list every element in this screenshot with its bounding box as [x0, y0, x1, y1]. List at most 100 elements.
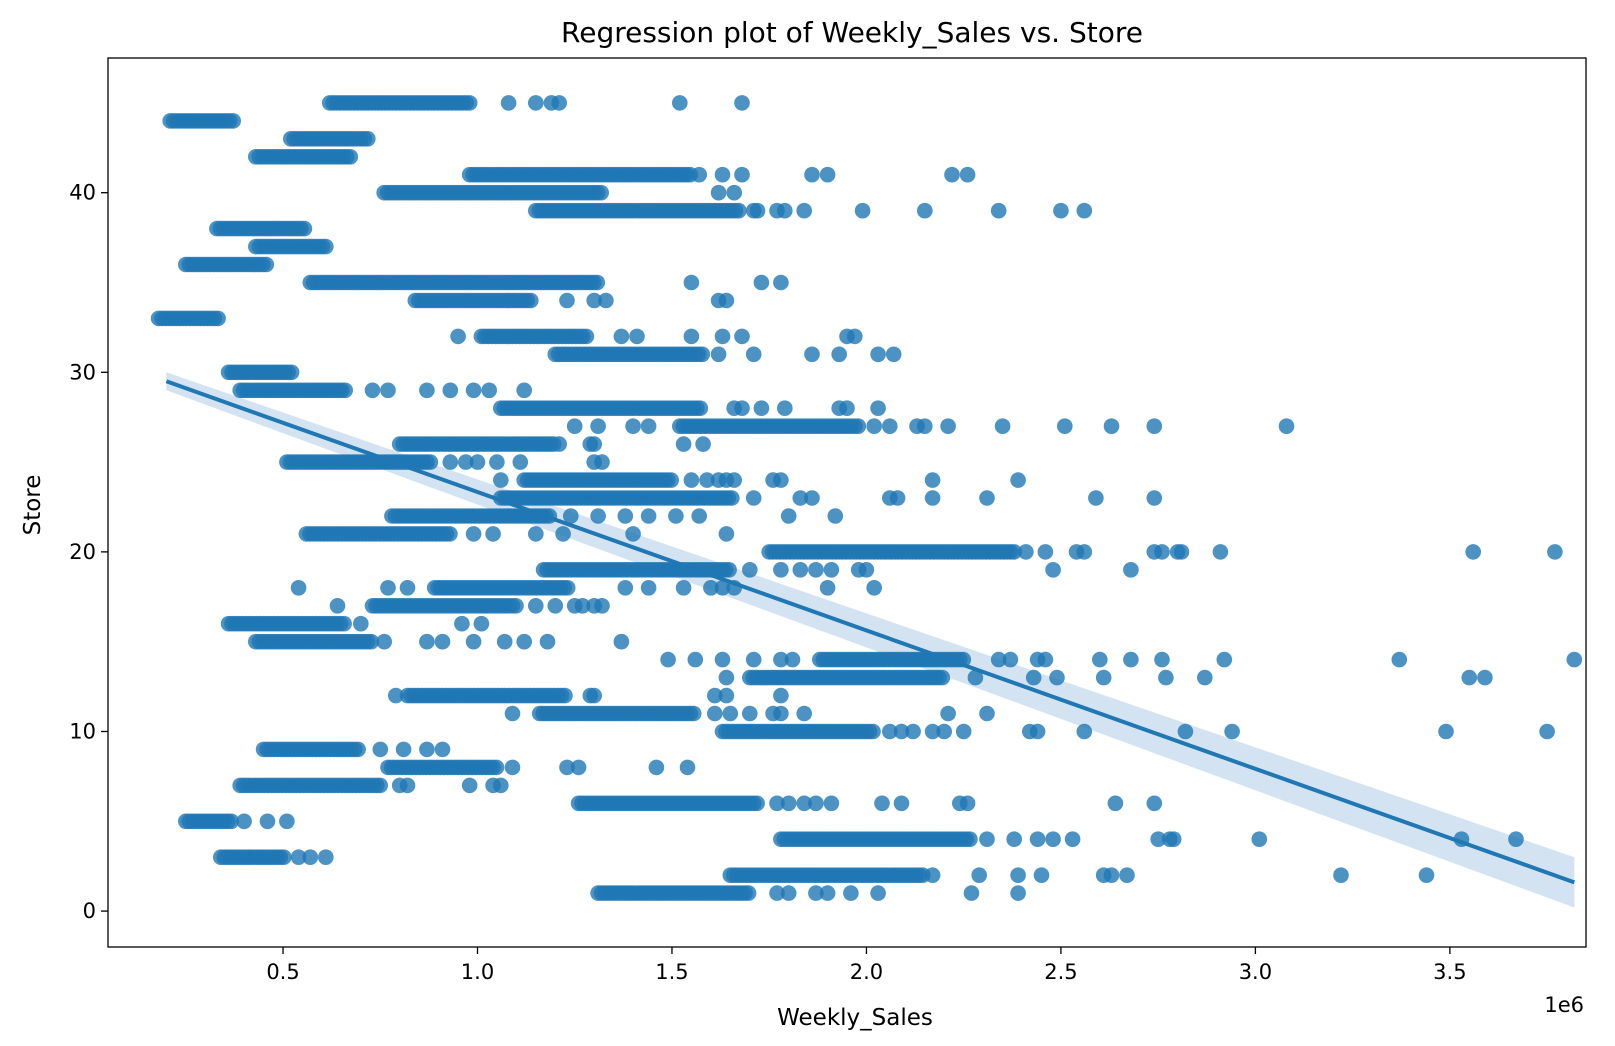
data-point	[819, 580, 836, 596]
data-point	[1076, 723, 1093, 740]
data-point	[721, 562, 737, 578]
data-point	[1076, 544, 1093, 560]
data-point	[625, 418, 641, 435]
data-point	[1461, 669, 1478, 686]
scatter-points-layer	[150, 95, 1583, 901]
data-point	[792, 562, 809, 578]
data-point	[854, 202, 871, 219]
data-point	[742, 705, 758, 722]
data-point	[336, 615, 352, 632]
data-point	[523, 292, 539, 309]
data-point	[905, 723, 921, 740]
data-point	[749, 202, 766, 219]
data-point	[1177, 723, 1194, 740]
data-point	[496, 633, 513, 650]
data-point	[380, 382, 396, 399]
data-point	[461, 777, 478, 794]
data-point	[924, 472, 941, 488]
data-point	[777, 202, 793, 219]
data-point	[847, 328, 863, 345]
data-point	[683, 274, 700, 291]
data-point	[648, 759, 665, 776]
data-point	[528, 598, 544, 614]
data-point	[858, 562, 875, 578]
data-point	[780, 885, 797, 901]
data-point	[399, 580, 416, 596]
data-point	[850, 418, 867, 435]
data-point	[1025, 669, 1042, 686]
data-point	[959, 795, 976, 812]
data-point	[551, 95, 567, 111]
chart-title: Regression plot of Weekly_Sales vs. Stor…	[561, 16, 1143, 49]
data-point	[796, 705, 812, 722]
data-point	[465, 526, 482, 542]
y-tick-label: 0	[83, 899, 96, 923]
data-point	[885, 346, 902, 363]
data-point	[434, 633, 451, 650]
data-point	[1278, 418, 1295, 435]
data-point	[473, 615, 490, 632]
data-point	[804, 490, 820, 506]
data-point	[893, 795, 910, 812]
data-point	[924, 723, 941, 740]
data-point	[731, 202, 747, 219]
y-tick-label: 40	[69, 181, 96, 205]
data-point	[893, 723, 910, 740]
data-point	[1092, 651, 1108, 668]
data-point	[963, 885, 980, 901]
data-point	[442, 526, 458, 542]
data-point	[1391, 651, 1408, 668]
data-point	[380, 580, 396, 596]
data-point	[959, 166, 976, 183]
data-point	[1018, 544, 1034, 560]
data-point	[598, 292, 614, 309]
data-point	[796, 202, 812, 219]
data-point	[1197, 669, 1213, 686]
data-point	[422, 454, 439, 470]
data-point	[1053, 202, 1069, 219]
data-point	[1029, 723, 1046, 740]
data-point	[504, 759, 521, 776]
data-point	[944, 166, 960, 183]
data-point	[566, 418, 583, 435]
data-point	[1224, 723, 1240, 740]
data-point	[734, 328, 750, 345]
data-point	[962, 831, 978, 847]
data-point	[819, 885, 836, 901]
data-point	[726, 472, 742, 488]
data-point	[749, 795, 765, 812]
data-point	[979, 705, 995, 722]
x-tick-label: 2.5	[1044, 960, 1077, 984]
data-point	[563, 508, 579, 524]
data-point	[512, 454, 529, 470]
data-point	[547, 598, 564, 614]
data-point	[236, 813, 252, 830]
data-point	[889, 490, 906, 506]
data-point	[934, 669, 951, 686]
data-point	[843, 885, 859, 901]
data-point	[734, 166, 750, 183]
data-point	[258, 256, 275, 273]
data-point	[528, 526, 544, 542]
data-point	[699, 472, 715, 488]
data-point	[223, 813, 240, 830]
data-point	[290, 580, 307, 596]
data-point	[714, 166, 731, 183]
data-point	[1158, 669, 1174, 686]
data-point	[1477, 669, 1493, 686]
data-point	[870, 400, 886, 417]
data-point	[804, 346, 820, 363]
y-tick-label: 30	[69, 360, 96, 384]
data-point	[1146, 418, 1163, 435]
data-point	[1333, 867, 1349, 883]
data-point	[350, 741, 366, 758]
data-point	[586, 687, 602, 704]
data-point	[882, 723, 898, 740]
data-point	[990, 202, 1007, 219]
data-point	[745, 346, 762, 363]
data-point	[458, 454, 474, 470]
data-point	[823, 562, 840, 578]
data-point	[742, 562, 758, 578]
data-point	[940, 418, 956, 435]
